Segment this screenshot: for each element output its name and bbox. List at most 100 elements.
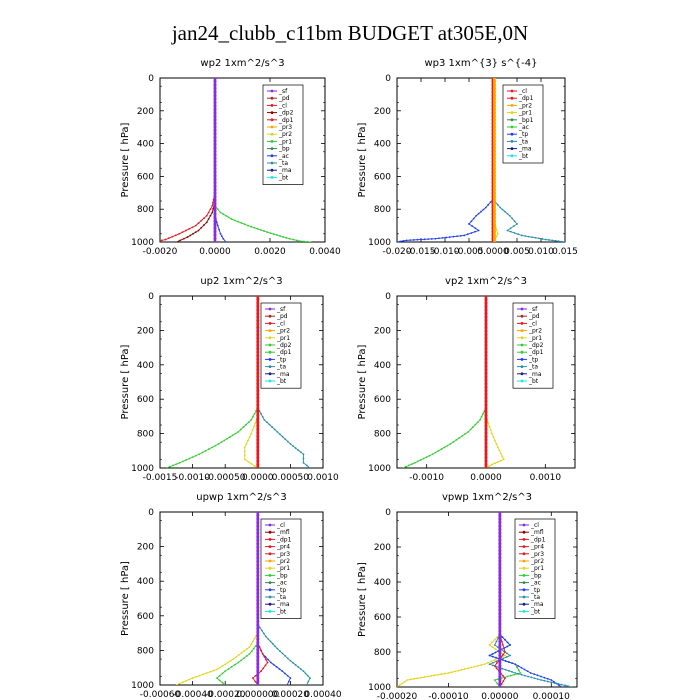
series-marker xyxy=(171,235,174,238)
series-marker xyxy=(484,427,488,431)
series-marker xyxy=(536,674,539,677)
series-marker xyxy=(466,233,469,236)
series-marker xyxy=(213,181,217,185)
series-marker xyxy=(498,573,502,577)
series-marker xyxy=(498,594,502,598)
series-marker xyxy=(492,216,496,220)
series-marker xyxy=(292,238,295,241)
series-marker xyxy=(506,641,509,644)
series-marker xyxy=(524,235,527,237)
series-marker xyxy=(498,563,502,566)
y-tick-label: 600 xyxy=(374,172,391,182)
y-tick-label: 400 xyxy=(137,577,154,587)
series-marker xyxy=(484,296,488,298)
series-marker xyxy=(492,114,496,118)
series-marker xyxy=(487,422,490,425)
series-marker xyxy=(552,680,555,683)
series-marker xyxy=(302,453,305,456)
series-marker xyxy=(504,638,506,641)
series-marker xyxy=(250,650,253,653)
series-marker xyxy=(497,678,499,681)
series-marker xyxy=(178,232,181,235)
series-marker xyxy=(195,675,197,678)
series-marker xyxy=(454,670,456,673)
y-tick-label: 600 xyxy=(137,395,154,405)
legend-entry: _dp1 xyxy=(276,536,292,543)
series-marker xyxy=(256,296,260,298)
series-marker xyxy=(256,319,260,323)
series-marker xyxy=(256,340,260,344)
series-group xyxy=(397,512,572,687)
series-marker xyxy=(292,661,294,664)
legend-entry: _pr2 xyxy=(530,558,544,565)
series-marker xyxy=(213,153,217,157)
series-marker xyxy=(243,446,246,449)
series-marker xyxy=(492,188,496,192)
legend: _sf_pd_cl_pr2_pr1_dp2_dp1_tp_ta_ma_bt xyxy=(512,302,554,389)
series-marker xyxy=(484,462,488,466)
legend-entry: _pr1 xyxy=(276,335,290,342)
series-marker xyxy=(285,237,288,239)
series-marker xyxy=(263,418,266,421)
series-marker xyxy=(492,107,496,111)
series-marker xyxy=(413,677,416,680)
series-marker xyxy=(495,667,498,670)
series-marker xyxy=(266,231,269,234)
series-marker xyxy=(496,682,499,685)
legend-entry: _tp xyxy=(276,587,286,594)
series-marker xyxy=(297,666,300,668)
plot-frame xyxy=(396,77,566,243)
series-marker xyxy=(205,672,208,675)
series-marker xyxy=(191,677,194,679)
legend-entry: _ta xyxy=(276,594,286,601)
series-marker xyxy=(273,428,276,431)
series-marker xyxy=(498,535,502,538)
series-marker xyxy=(194,224,197,227)
series-marker xyxy=(470,666,473,669)
series-marker xyxy=(256,406,260,410)
y-tick-label: 0 xyxy=(385,74,391,84)
series-marker xyxy=(246,648,248,650)
series-marker xyxy=(498,514,502,517)
series-marker xyxy=(256,630,260,634)
legend-marker xyxy=(522,588,526,592)
legend-entry: _dp1 xyxy=(278,117,294,124)
legend-marker xyxy=(522,610,526,613)
series-marker xyxy=(254,680,257,683)
series-marker xyxy=(440,448,443,450)
series-marker xyxy=(231,434,234,437)
legend-marker xyxy=(520,336,524,340)
y-axis-label: Pressure [ hPa] xyxy=(120,344,131,419)
series-marker xyxy=(512,225,515,228)
series-marker xyxy=(256,312,260,316)
legend-entry: _pr4 xyxy=(276,544,290,551)
legend-entry: _tp xyxy=(530,587,540,594)
series-marker xyxy=(416,460,419,463)
series-marker xyxy=(247,224,249,227)
series-marker xyxy=(188,678,191,681)
series-marker xyxy=(232,658,235,660)
series-marker xyxy=(188,457,191,460)
legend-marker xyxy=(520,307,524,311)
series-marker xyxy=(256,420,260,424)
series-marker xyxy=(213,118,217,122)
series-marker xyxy=(494,651,497,654)
series-markers-pr2 xyxy=(492,78,496,241)
series-marker xyxy=(492,230,496,234)
series-marker xyxy=(212,201,214,204)
series-marker xyxy=(221,672,224,675)
series-marker xyxy=(399,240,402,242)
series-marker xyxy=(482,208,485,211)
series-marker xyxy=(551,239,554,242)
legend: _cl_mfl_dp1_pr4_pr3_pr2_pr1_bp_ac_tp_ta_… xyxy=(260,518,302,619)
legend-entry: _cl xyxy=(278,102,287,109)
series-line-dp1 xyxy=(252,643,269,685)
x-tick-label: -0.00020 xyxy=(377,692,418,700)
series-marker xyxy=(218,679,221,682)
series-marker xyxy=(484,361,488,365)
x-tick-label: -0.00050 xyxy=(205,473,246,483)
series-group xyxy=(176,512,311,685)
series-marker xyxy=(398,684,401,687)
legend-marker xyxy=(510,104,514,107)
series-marker xyxy=(484,445,488,449)
